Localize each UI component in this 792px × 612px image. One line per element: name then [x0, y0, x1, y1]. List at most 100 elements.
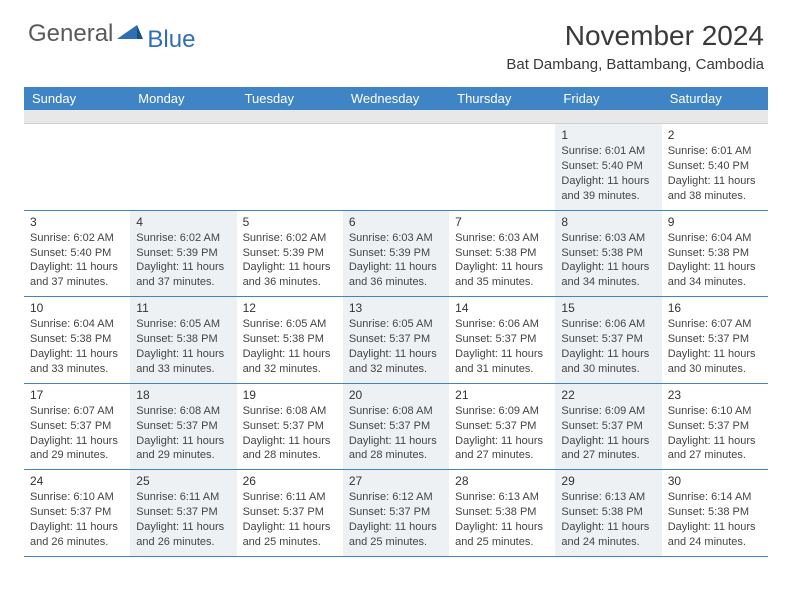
day-detail: Daylight: 11 hours: [30, 260, 124, 275]
day-detail: and 33 minutes.: [30, 362, 124, 377]
calendar: SundayMondayTuesdayWednesdayThursdayFrid…: [24, 87, 768, 557]
day-detail: Sunset: 5:37 PM: [30, 505, 124, 520]
day-cell: 12Sunrise: 6:05 AMSunset: 5:38 PMDayligh…: [237, 297, 343, 383]
day-detail: Sunrise: 6:04 AM: [668, 231, 762, 246]
day-cell: 7Sunrise: 6:03 AMSunset: 5:38 PMDaylight…: [449, 211, 555, 297]
day-detail: Sunset: 5:37 PM: [136, 419, 230, 434]
day-number: 22: [561, 387, 655, 403]
day-detail: Sunset: 5:37 PM: [668, 419, 762, 434]
day-detail: and 37 minutes.: [136, 275, 230, 290]
empty-cell: [343, 124, 449, 210]
day-detail: and 32 minutes.: [349, 362, 443, 377]
day-number: 26: [243, 473, 337, 489]
day-detail: Sunrise: 6:06 AM: [455, 317, 549, 332]
day-cell: 8Sunrise: 6:03 AMSunset: 5:38 PMDaylight…: [555, 211, 661, 297]
day-detail: Daylight: 11 hours: [561, 434, 655, 449]
day-detail: Sunrise: 6:07 AM: [30, 404, 124, 419]
day-number: 2: [668, 127, 762, 143]
day-detail: Sunset: 5:37 PM: [136, 505, 230, 520]
day-number: 10: [30, 300, 124, 316]
day-number: 11: [136, 300, 230, 316]
day-number: 25: [136, 473, 230, 489]
day-detail: Sunset: 5:38 PM: [668, 505, 762, 520]
day-detail: and 39 minutes.: [561, 189, 655, 204]
day-cell: 13Sunrise: 6:05 AMSunset: 5:37 PMDayligh…: [343, 297, 449, 383]
day-cell: 18Sunrise: 6:08 AMSunset: 5:37 PMDayligh…: [130, 384, 236, 470]
day-number: 7: [455, 214, 549, 230]
day-detail: Sunrise: 6:07 AM: [668, 317, 762, 332]
day-number: 4: [136, 214, 230, 230]
day-detail: and 29 minutes.: [30, 448, 124, 463]
day-detail: Sunrise: 6:01 AM: [561, 144, 655, 159]
day-number: 23: [668, 387, 762, 403]
day-number: 13: [349, 300, 443, 316]
day-detail: Sunset: 5:37 PM: [349, 332, 443, 347]
week-row: 24Sunrise: 6:10 AMSunset: 5:37 PMDayligh…: [24, 470, 768, 557]
day-detail: and 34 minutes.: [561, 275, 655, 290]
day-detail: Sunset: 5:39 PM: [243, 246, 337, 261]
day-cell: 1Sunrise: 6:01 AMSunset: 5:40 PMDaylight…: [555, 124, 661, 210]
day-number: 16: [668, 300, 762, 316]
day-header-cell: Sunday: [24, 87, 130, 110]
day-detail: Sunset: 5:38 PM: [561, 246, 655, 261]
day-number: 24: [30, 473, 124, 489]
day-detail: Sunrise: 6:05 AM: [243, 317, 337, 332]
day-detail: Sunrise: 6:12 AM: [349, 490, 443, 505]
day-number: 18: [136, 387, 230, 403]
day-detail: Sunset: 5:39 PM: [136, 246, 230, 261]
day-detail: and 34 minutes.: [668, 275, 762, 290]
day-detail: Sunset: 5:37 PM: [561, 419, 655, 434]
day-number: 1: [561, 127, 655, 143]
week-row: 17Sunrise: 6:07 AMSunset: 5:37 PMDayligh…: [24, 384, 768, 471]
day-detail: and 25 minutes.: [455, 535, 549, 550]
day-number: 21: [455, 387, 549, 403]
day-detail: Sunrise: 6:08 AM: [243, 404, 337, 419]
day-detail: Sunrise: 6:01 AM: [668, 144, 762, 159]
day-detail: Sunset: 5:38 PM: [243, 332, 337, 347]
day-number: 29: [561, 473, 655, 489]
day-detail: Sunset: 5:37 PM: [668, 332, 762, 347]
day-detail: Daylight: 11 hours: [561, 174, 655, 189]
empty-cell: [237, 124, 343, 210]
day-detail: Daylight: 11 hours: [136, 260, 230, 275]
day-cell: 22Sunrise: 6:09 AMSunset: 5:37 PMDayligh…: [555, 384, 661, 470]
weeks-container: 1Sunrise: 6:01 AMSunset: 5:40 PMDaylight…: [24, 124, 768, 557]
day-detail: Sunrise: 6:14 AM: [668, 490, 762, 505]
day-detail: and 29 minutes.: [136, 448, 230, 463]
day-header-cell: Thursday: [449, 87, 555, 110]
day-detail: Sunrise: 6:03 AM: [349, 231, 443, 246]
day-detail: and 33 minutes.: [136, 362, 230, 377]
day-number: 14: [455, 300, 549, 316]
day-detail: Sunset: 5:38 PM: [455, 505, 549, 520]
day-detail: Sunset: 5:37 PM: [349, 419, 443, 434]
day-cell: 3Sunrise: 6:02 AMSunset: 5:40 PMDaylight…: [24, 211, 130, 297]
day-cell: 2Sunrise: 6:01 AMSunset: 5:40 PMDaylight…: [662, 124, 768, 210]
day-detail: and 30 minutes.: [668, 362, 762, 377]
day-detail: Daylight: 11 hours: [455, 434, 549, 449]
day-number: 19: [243, 387, 337, 403]
day-cell: 25Sunrise: 6:11 AMSunset: 5:37 PMDayligh…: [130, 470, 236, 556]
day-number: 28: [455, 473, 549, 489]
logo: General Blue: [28, 20, 195, 48]
day-cell: 5Sunrise: 6:02 AMSunset: 5:39 PMDaylight…: [237, 211, 343, 297]
day-detail: Sunrise: 6:11 AM: [136, 490, 230, 505]
day-number: 30: [668, 473, 762, 489]
day-detail: and 38 minutes.: [668, 189, 762, 204]
day-cell: 30Sunrise: 6:14 AMSunset: 5:38 PMDayligh…: [662, 470, 768, 556]
day-detail: Daylight: 11 hours: [30, 520, 124, 535]
day-detail: and 36 minutes.: [349, 275, 443, 290]
day-detail: Daylight: 11 hours: [349, 260, 443, 275]
header: General Blue November 2024 Bat Dambang, …: [0, 0, 792, 79]
day-detail: Daylight: 11 hours: [668, 260, 762, 275]
day-number: 12: [243, 300, 337, 316]
day-detail: Sunrise: 6:13 AM: [561, 490, 655, 505]
day-detail: and 36 minutes.: [243, 275, 337, 290]
day-detail: Daylight: 11 hours: [243, 520, 337, 535]
day-detail: and 32 minutes.: [243, 362, 337, 377]
day-cell: 4Sunrise: 6:02 AMSunset: 5:39 PMDaylight…: [130, 211, 236, 297]
day-detail: Sunrise: 6:11 AM: [243, 490, 337, 505]
day-header-cell: Monday: [130, 87, 236, 110]
day-detail: Sunrise: 6:09 AM: [455, 404, 549, 419]
day-detail: Sunset: 5:38 PM: [136, 332, 230, 347]
day-detail: Sunset: 5:38 PM: [455, 246, 549, 261]
